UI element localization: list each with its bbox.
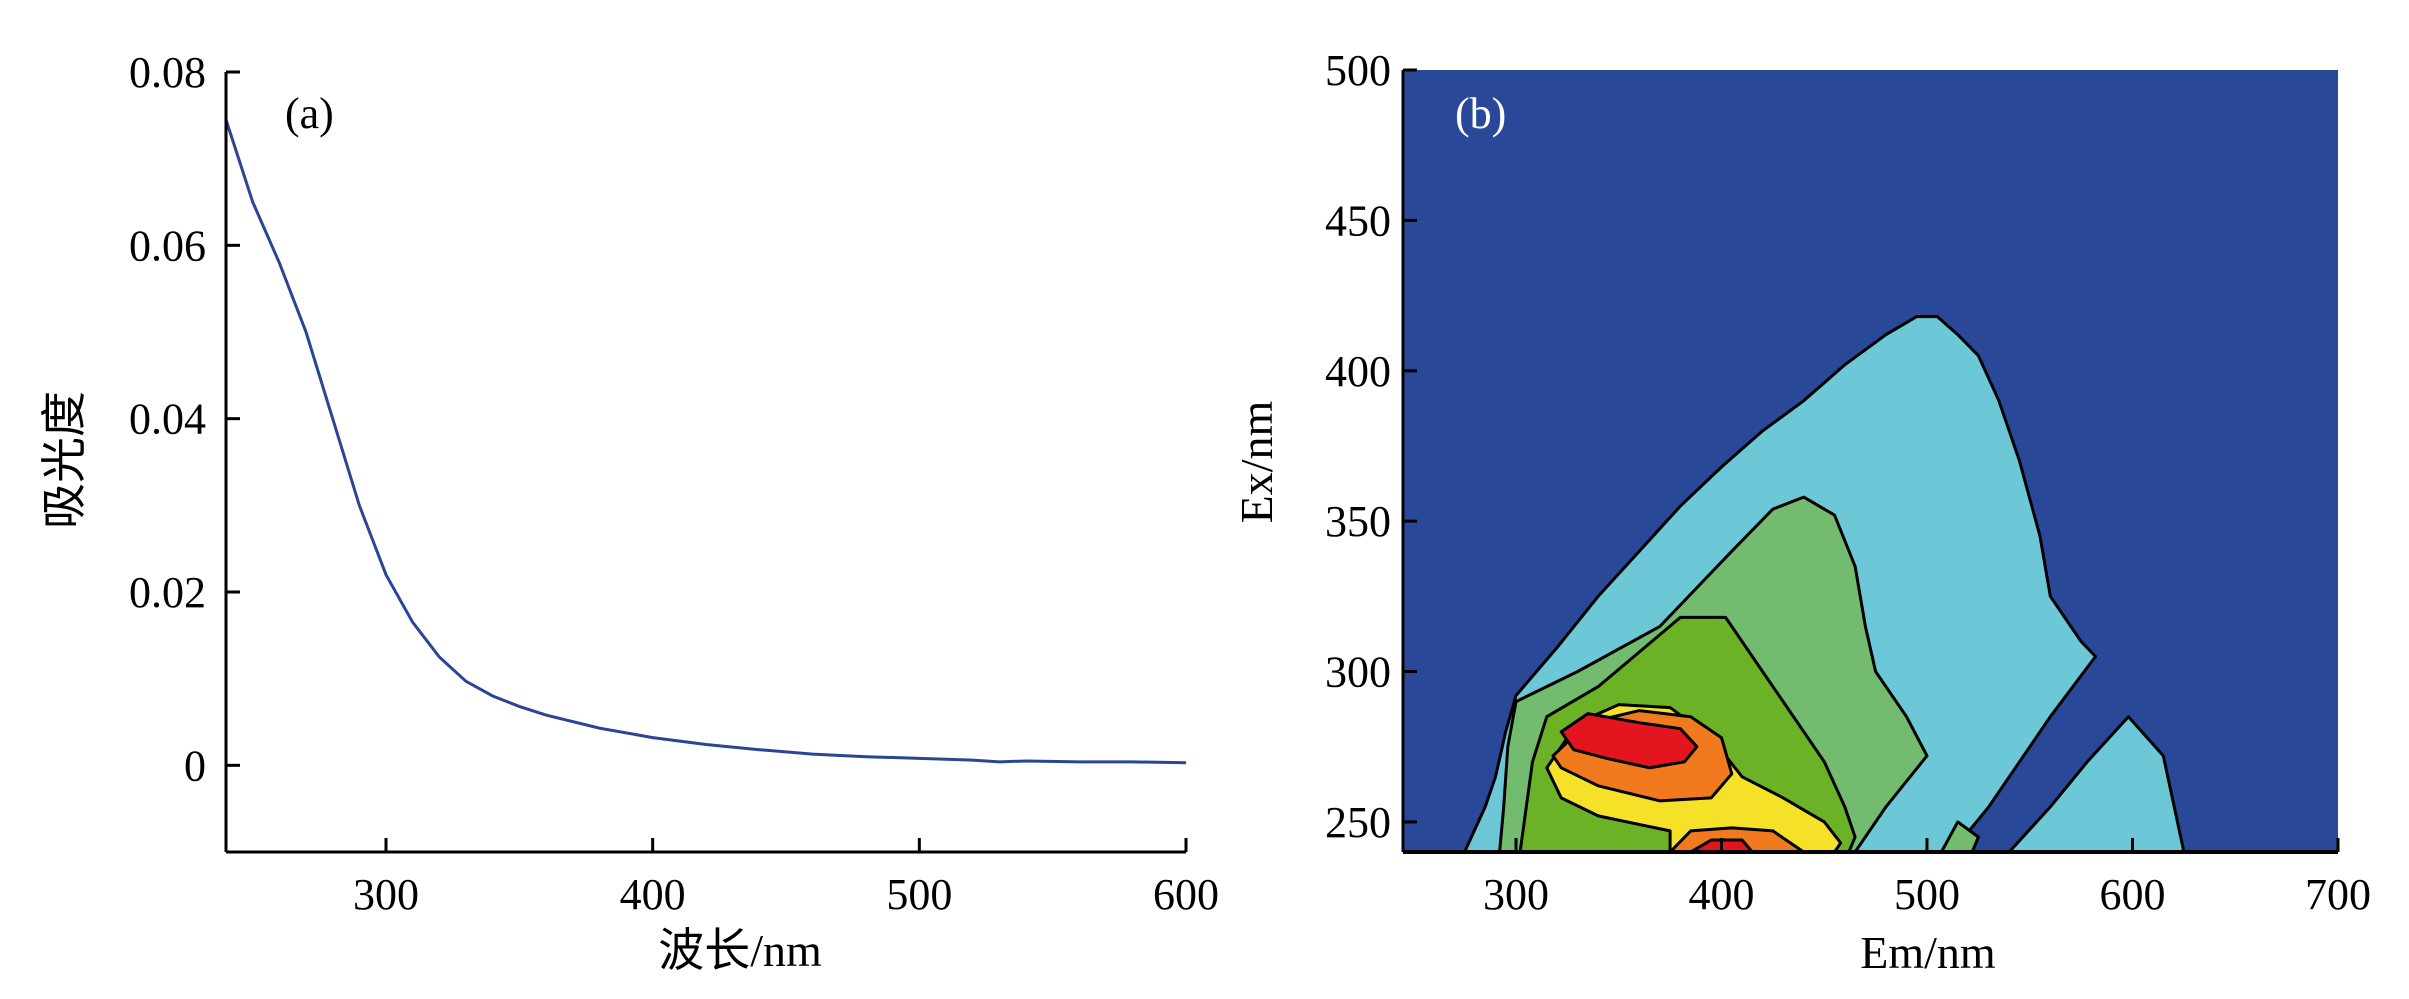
panel-a-absorbance-line xyxy=(224,119,1187,765)
panel-b-y-axis-label: Ex/nm xyxy=(1231,400,1282,523)
panel-b-y-ticks: 250 300 350 400 450 500 xyxy=(1325,46,1417,847)
panel-b-y-tick-label: 500 xyxy=(1325,46,1391,95)
panel-b-label: (b) xyxy=(1455,89,1506,138)
panel-b-x-tick-label: 700 xyxy=(2305,870,2371,919)
panel-a-y-tick-label: 0 xyxy=(184,741,206,790)
panel-a-axes xyxy=(224,72,1186,854)
panel-a-y-tick-label: 0.04 xyxy=(129,395,206,444)
panel-a-label: (a) xyxy=(285,89,334,138)
panel-a-y-tick-label: 0.08 xyxy=(129,48,206,97)
panel-a-y-tick-label: 0.02 xyxy=(129,568,206,617)
panel-b-x-tick-label: 400 xyxy=(1689,870,1755,919)
panel-a-x-axis-label: 波长/nm xyxy=(658,925,822,976)
panel-b-fluorescence-contour: 300 400 500 600 700 250 300 350 400 450 500 (b) E… xyxy=(1231,46,2371,978)
panel-b-axes xyxy=(1401,70,2338,854)
panel-b-contour-regions xyxy=(1463,315,2186,852)
panel-b-contour-level-1-region xyxy=(2007,715,2186,852)
panel-b-x-tick-label: 300 xyxy=(1483,870,1549,919)
panel-a-x-tick-label: 300 xyxy=(353,870,419,919)
panel-a-absorbance-chart: 300 400 500 600 0 0.02 0.04 0.06 0.08 (a) 波长/nm… xyxy=(39,48,1219,976)
panel-b-y-tick-label: 400 xyxy=(1325,347,1391,396)
panel-a-y-tick-label: 0.06 xyxy=(129,221,206,270)
panel-b-y-tick-label: 250 xyxy=(1325,798,1391,847)
panel-b-y-tick-label: 450 xyxy=(1325,196,1391,245)
panel-b-x-tick-label: 500 xyxy=(1894,870,1960,919)
panel-a-x-tick-label: 600 xyxy=(1153,870,1219,919)
panel-b-x-axis-label: Em/nm xyxy=(1860,927,1996,978)
panel-b-x-ticks: 300 400 500 600 700 xyxy=(1483,838,2371,919)
panel-b-contour-level-6-region xyxy=(1559,712,1699,770)
panel-a-x-tick-label: 500 xyxy=(886,870,952,919)
panel-b-x-tick-label: 600 xyxy=(2100,870,2166,919)
panel-b-y-tick-label: 350 xyxy=(1325,497,1391,546)
panel-a-y-ticks: 0 0.02 0.04 0.06 0.08 xyxy=(129,48,240,790)
panel-a-x-ticks: 300 400 500 600 xyxy=(353,838,1219,919)
panel-b-y-tick-label: 300 xyxy=(1325,648,1391,697)
panel-a-y-axis-label: 吸光度 xyxy=(39,391,90,529)
panel-b-contour-level-2-region xyxy=(1939,820,1980,852)
panel-a-x-tick-label: 400 xyxy=(620,870,686,919)
